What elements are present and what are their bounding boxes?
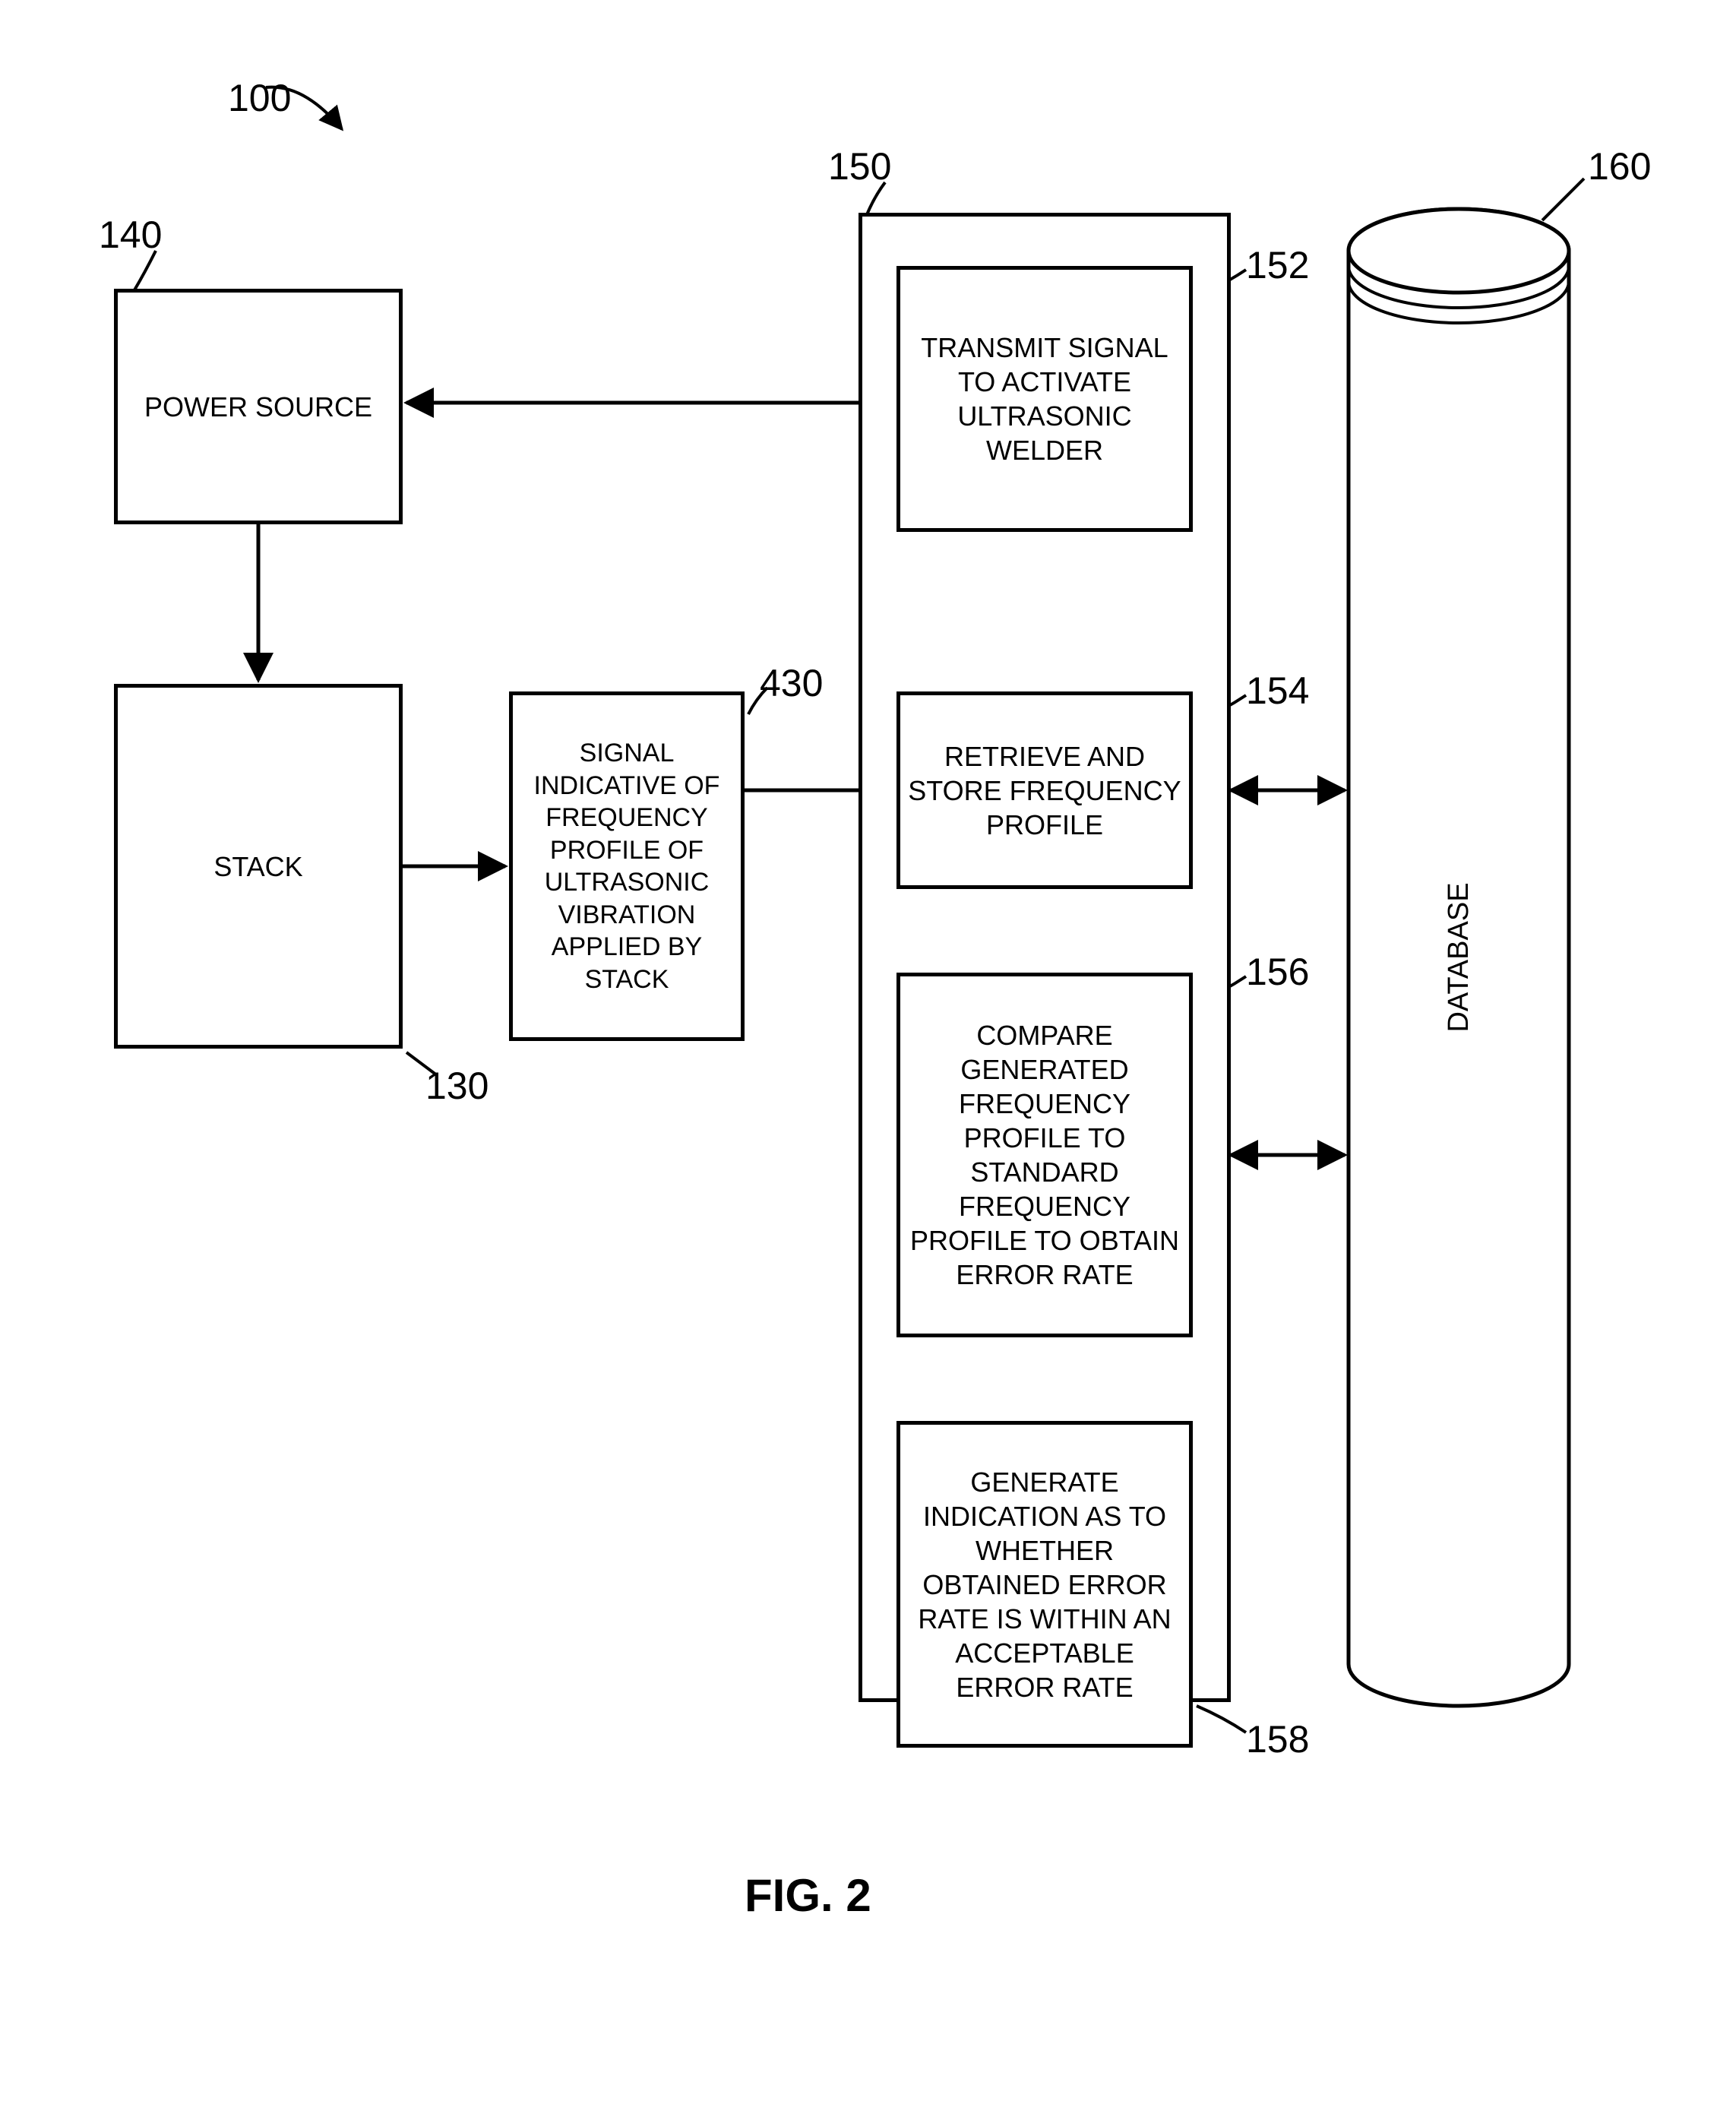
stack-box: STACK: [114, 684, 403, 1049]
ref-130: 130: [425, 1064, 489, 1108]
power-source-label: POWER SOURCE: [144, 390, 372, 424]
power-source-box: POWER SOURCE: [114, 289, 403, 524]
figure-label: FIG. 2: [745, 1869, 871, 1922]
stack-label: STACK: [213, 850, 302, 884]
ref-150: 150: [828, 144, 891, 188]
diagram-canvas: POWER SOURCE STACK SIGNAL INDICATIVE OF …: [0, 0, 1736, 2101]
database-label: DATABASE: [1443, 882, 1475, 1032]
step1-label: TRANSMIT SIGNAL TO ACTIVATE ULTRASONIC W…: [908, 331, 1181, 467]
signal-box: SIGNAL INDICATIVE OF FREQUENCY PROFILE O…: [509, 691, 745, 1041]
step4-box: GENERATE INDICATION AS TO WHETHER OBTAIN…: [896, 1421, 1193, 1748]
step3-label: COMPARE GENERATED FREQUENCY PROFILE TO S…: [908, 1018, 1181, 1292]
ref-430: 430: [760, 661, 823, 705]
ref-160: 160: [1588, 144, 1651, 188]
step4-label: GENERATE INDICATION AS TO WHETHER OBTAIN…: [908, 1465, 1181, 1704]
step2-label: RETRIEVE AND STORE FREQUENCY PROFILE: [908, 739, 1181, 842]
ref-152: 152: [1246, 243, 1309, 287]
step3-box: COMPARE GENERATED FREQUENCY PROFILE TO S…: [896, 973, 1193, 1337]
ref-140: 140: [99, 213, 162, 257]
signal-label: SIGNAL INDICATIVE OF FREQUENCY PROFILE O…: [520, 737, 733, 995]
step2-box: RETRIEVE AND STORE FREQUENCY PROFILE: [896, 691, 1193, 889]
ref-154: 154: [1246, 669, 1309, 713]
ref-158: 158: [1246, 1717, 1309, 1761]
ref-156: 156: [1246, 950, 1309, 994]
ref-100: 100: [228, 76, 291, 120]
step1-box: TRANSMIT SIGNAL TO ACTIVATE ULTRASONIC W…: [896, 266, 1193, 532]
